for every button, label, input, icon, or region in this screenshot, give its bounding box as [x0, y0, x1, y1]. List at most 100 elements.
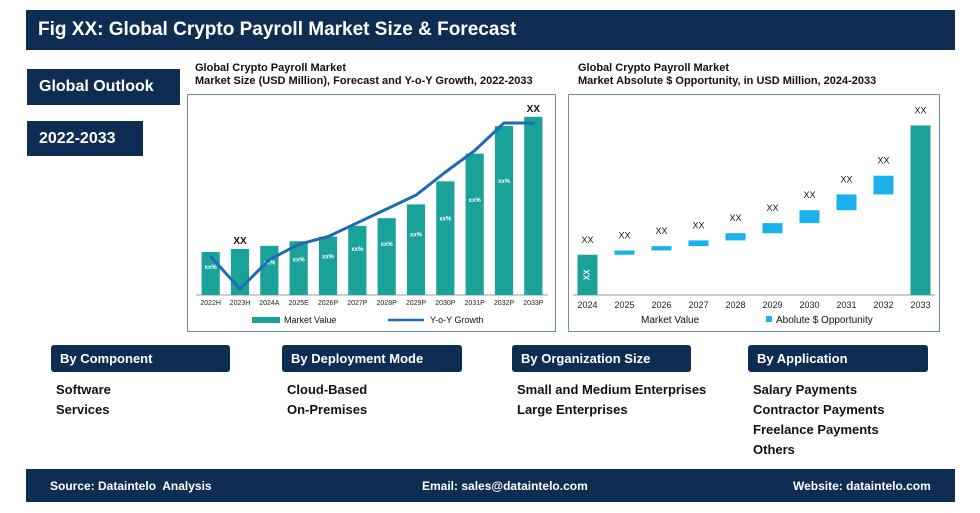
- list-item: Services: [56, 402, 110, 417]
- increment-bar: [614, 250, 635, 255]
- page-title: Fig XX: Global Crypto Payroll Market Siz…: [26, 10, 955, 50]
- bar-label: XX: [840, 174, 852, 184]
- x-tick-label: 2032P: [494, 300, 515, 307]
- market-size-chart-title: Global Crypto Payroll Market Market Size…: [195, 62, 533, 88]
- market-size-chart-panel: xx% 2022H 2023H xx% 2024A xx% 2025E xx% 2026P xx%…: [187, 94, 556, 332]
- increment-bar: [836, 194, 857, 211]
- segment-application-button[interactable]: By Application: [748, 345, 928, 372]
- bar-label: xx%: [469, 198, 482, 204]
- increment-bar: [873, 175, 894, 195]
- list-item: Small and Medium Enterprises: [517, 382, 707, 397]
- bar-label: xx%: [439, 217, 452, 223]
- bar-label: xx%: [498, 179, 511, 185]
- list-item: Salary Payments: [753, 382, 858, 397]
- bar: [524, 116, 543, 295]
- bar-label: xx%: [263, 261, 276, 267]
- x-tick-label: 2024: [577, 300, 597, 310]
- bar-label: XX: [914, 105, 926, 115]
- x-tick-label: 2025E: [289, 300, 310, 307]
- growth-line: [209, 121, 535, 291]
- bar: [494, 126, 514, 295]
- market-size-title-line2: Market Size (USD Million), Forecast and …: [195, 75, 533, 87]
- legend-market-value: Market Value: [284, 315, 336, 325]
- legend-growth: Y-o-Y Growth: [430, 315, 484, 325]
- x-tick-label: 2023H: [230, 300, 251, 307]
- opportunity-title-line1: Global Crypto Payroll Market: [578, 62, 729, 74]
- footer-bar: Source: Dataintelo Analysis Email: sales…: [26, 469, 955, 502]
- legend-opportunity: Abolute $ Opportunity: [776, 315, 873, 326]
- bar-label: xx%: [351, 247, 364, 253]
- bar-label: xx%: [381, 242, 394, 248]
- x-tick-label: 2029: [762, 300, 782, 310]
- segment-organization-list: Small and Medium Enterprises Large Enter…: [517, 380, 706, 420]
- increment-bar: [799, 210, 820, 224]
- total-bar: [577, 254, 598, 295]
- market-size-title-line1: Global Crypto Payroll Market: [195, 62, 346, 74]
- x-tick-label: 2028P: [377, 300, 398, 307]
- footer-website[interactable]: Website: dataintelo.com: [793, 479, 931, 493]
- list-item: Cloud-Based: [287, 382, 368, 397]
- bar-label: xx%: [322, 254, 335, 260]
- bar: [377, 218, 396, 295]
- bar: [260, 245, 279, 295]
- bar: [406, 204, 426, 295]
- list-item: Large Enterprises: [517, 402, 628, 417]
- segment-component-list: Software Services: [56, 380, 111, 420]
- x-tick-label: 2032: [873, 300, 893, 310]
- opportunity-title-line2: Market Absolute $ Opportunity, in USD Mi…: [578, 75, 877, 87]
- x-tick-label: 2025: [614, 300, 634, 310]
- base-bar-inner-label: XX: [583, 269, 592, 280]
- x-tick-label: 2027: [688, 300, 708, 310]
- bar-label: xx%: [293, 257, 306, 263]
- bar-label: XX: [655, 226, 667, 236]
- bar-label: XX: [692, 220, 704, 230]
- bar: [436, 181, 455, 295]
- bar-label: XX: [618, 230, 630, 240]
- bar-label: XX: [581, 235, 593, 245]
- bar-label: XX: [803, 190, 815, 200]
- footer-email[interactable]: Email: sales@dataintelo.com: [422, 479, 588, 493]
- x-tick-label: 2024A: [259, 300, 280, 307]
- value-annotation: XX: [233, 236, 247, 247]
- period-label: 2022-2033: [27, 121, 143, 156]
- x-tick-label: 2029P: [406, 300, 427, 307]
- opportunity-chart: XX 2024 XX 2025 XX 2026 XX 2027 XX 2028 XX 2029 XX 20…: [573, 105, 935, 326]
- x-tick-label: 2026: [651, 300, 671, 310]
- segment-application-list: Salary Payments Contractor Payments Free…: [753, 380, 884, 460]
- global-outlook-label: Global Outlook: [27, 69, 180, 105]
- x-tick-label: 2027P: [347, 300, 368, 307]
- x-tick-label: 2022H: [200, 300, 221, 307]
- market-size-chart: xx% 2022H 2023H xx% 2024A xx% 2025E xx% 2026P xx%…: [196, 104, 548, 325]
- legend-opportunity-swatch: [766, 316, 772, 322]
- list-item: Contractor Payments: [753, 402, 885, 417]
- bar-label: XX: [729, 213, 741, 223]
- x-tick-label: 2031P: [465, 300, 486, 307]
- bar: [318, 236, 338, 295]
- opportunity-chart-title: Global Crypto Payroll Market Market Abso…: [578, 62, 876, 88]
- legend-market-value-swatch: [252, 317, 280, 323]
- value-annotation: XX: [527, 104, 541, 115]
- opportunity-chart-panel: XX 2024 XX 2025 XX 2026 XX 2027 XX 2028 XX 2029 XX 20…: [568, 94, 940, 332]
- bar: [465, 153, 484, 295]
- list-item: Others: [753, 442, 795, 457]
- x-tick-label: 2031: [836, 300, 856, 310]
- x-tick-label: 2033P: [523, 300, 544, 307]
- increment-bar: [688, 240, 709, 247]
- list-item: Freelance Payments: [753, 422, 879, 437]
- bar: [348, 225, 367, 295]
- increment-bar: [762, 223, 783, 234]
- segment-component-button[interactable]: By Component: [51, 345, 230, 372]
- segment-deployment-button[interactable]: By Deployment Mode: [282, 345, 462, 372]
- bar-label: xx%: [410, 232, 423, 238]
- list-item: On-Premises: [287, 402, 368, 417]
- segment-deployment-list: Cloud-Based On-Premises: [287, 380, 367, 420]
- bar-label: XX: [877, 156, 889, 166]
- list-item: Software: [56, 382, 111, 397]
- bar: [289, 241, 308, 295]
- increment-bar: [725, 233, 746, 241]
- x-tick-label: 2030P: [435, 300, 456, 307]
- x-tick-label: 2028: [725, 300, 745, 310]
- bar-label: xx%: [205, 265, 218, 271]
- segment-organization-button[interactable]: By Organization Size: [512, 345, 691, 372]
- x-tick-label: 2026P: [318, 300, 339, 307]
